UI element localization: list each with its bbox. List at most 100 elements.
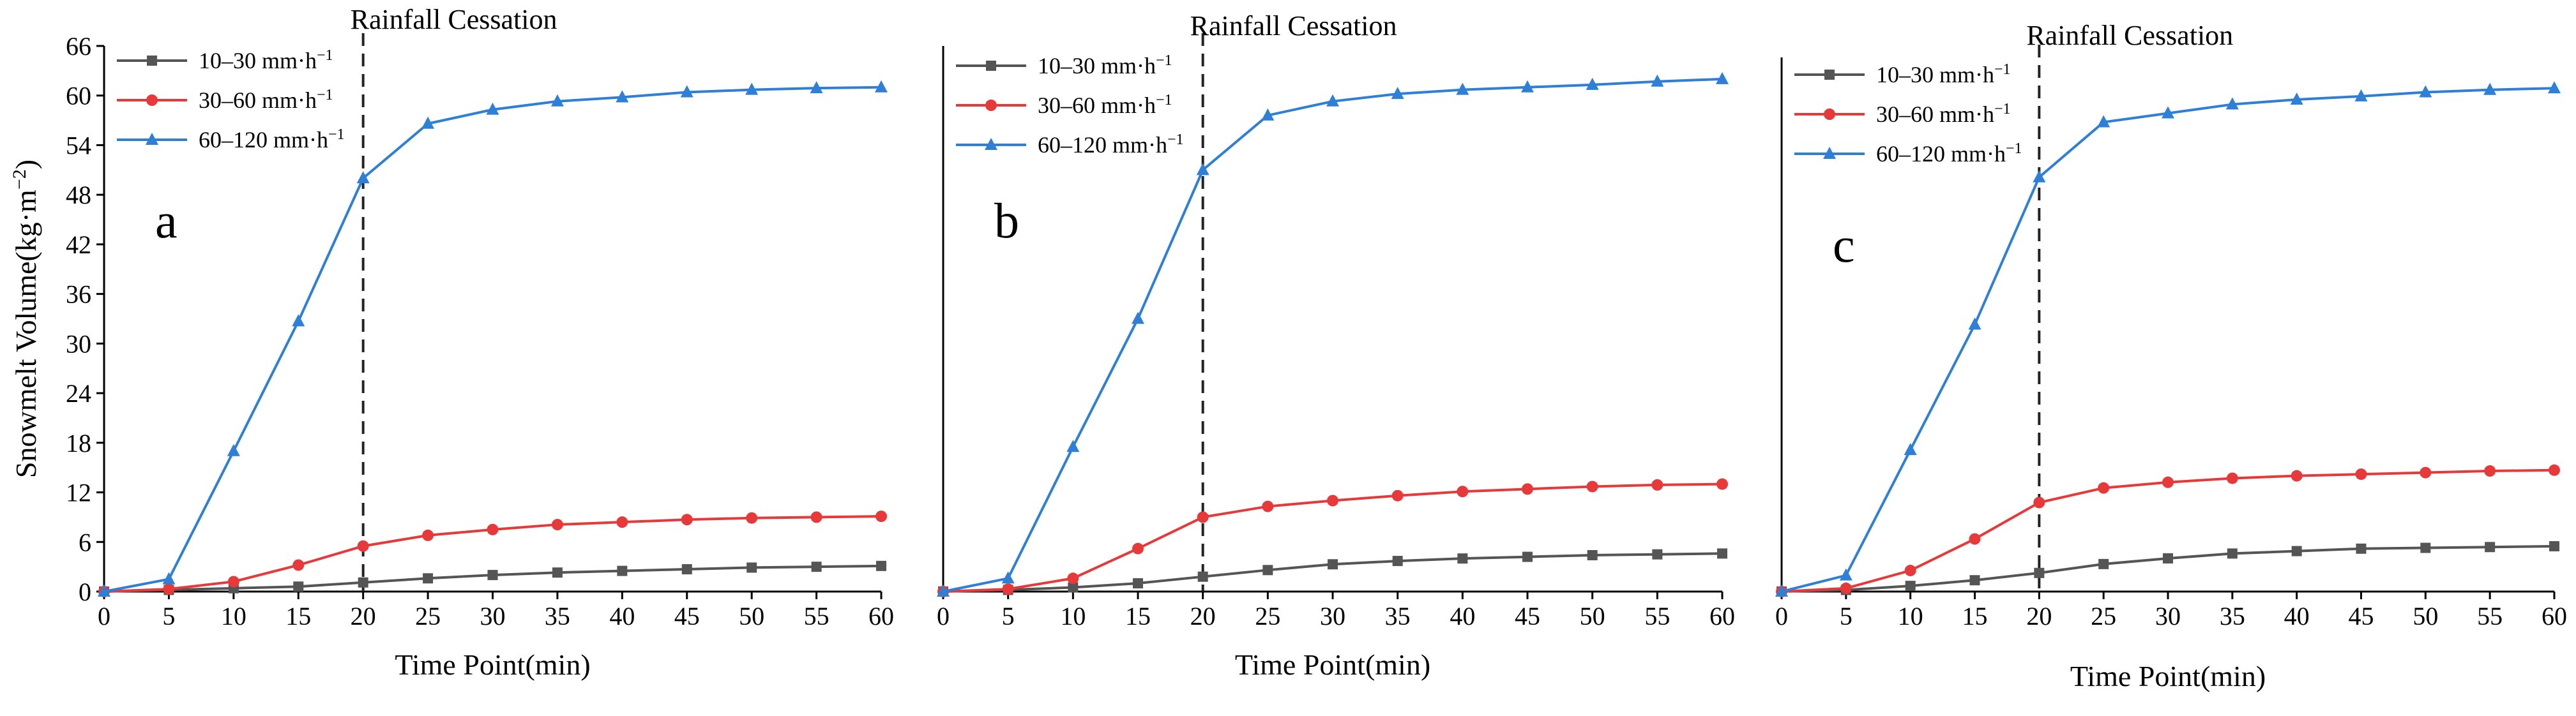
data-point (2354, 89, 2368, 101)
series-3 (98, 80, 888, 597)
legend-entry: 30–60 mm·h−1 (1038, 92, 1172, 118)
data-point (681, 514, 693, 526)
data-point (1328, 559, 1338, 570)
data-point (2291, 546, 2302, 556)
y-tick-label: 24 (66, 379, 91, 408)
data-point (1716, 71, 1729, 84)
chart-panel-c: 0 5 10 15 20 25 30 35 40 45 50 55 60 Time Point(min) R… (1775, 20, 2567, 692)
data-point (2419, 85, 2432, 98)
data-point (1969, 575, 1980, 586)
panel-label: a (155, 193, 178, 248)
x-tick-label: 50 (739, 602, 764, 630)
data-point (98, 585, 110, 597)
legend-marker (1824, 108, 1835, 120)
data-point (2162, 106, 2174, 119)
data-point (1391, 489, 1404, 502)
x-tick-label: 45 (674, 602, 700, 630)
data-point (1457, 553, 1468, 564)
data-point (1197, 511, 1209, 523)
data-point (293, 581, 304, 592)
data-point (2225, 97, 2239, 110)
x-tick-label: 10 (1898, 602, 1923, 630)
data-point (1132, 311, 1144, 324)
y-tick-label: 12 (66, 479, 91, 507)
data-point (1586, 77, 1599, 90)
data-point (811, 562, 822, 572)
data-point (875, 80, 888, 93)
data-point (551, 519, 563, 531)
data-point (1133, 578, 1143, 589)
data-point (875, 511, 887, 523)
x-tick-label: 45 (2349, 602, 2374, 630)
data-point (486, 102, 499, 115)
legend-marker (986, 61, 996, 71)
legend-entry: 10–30 mm·h−1 (1876, 61, 2011, 87)
data-point (2356, 543, 2367, 554)
chart-panel-a: 0 5 10 15 20 25 30 35 40 45 50 55 60 0 6 12 18 24 30 36 42 48… (9, 4, 895, 681)
data-point (358, 577, 368, 588)
data-point (1969, 533, 1981, 545)
x-tick-label: 35 (1385, 602, 1411, 630)
x-axis-title: Time Point(min) (2070, 660, 2266, 692)
data-point (357, 540, 369, 552)
data-point (292, 314, 305, 327)
data-point (1522, 483, 1533, 495)
legend: 10–30 mm·h−1 30–60 mm·h−1 60–120 mm·h−1 (956, 52, 1184, 158)
data-point (1262, 500, 1274, 512)
data-point (1716, 478, 1728, 490)
data-point (1197, 571, 1208, 582)
data-point (1327, 495, 1338, 507)
data-point (1717, 548, 1727, 559)
data-point (810, 81, 823, 94)
data-point (1261, 108, 1275, 121)
x-tick-label: 10 (221, 602, 246, 630)
x-tick-label: 40 (609, 602, 635, 630)
legend: 10–30 mm·h−1 30–60 mm·h−1 60–120 mm·h−1 (117, 47, 345, 153)
y-tick-label: 6 (79, 528, 91, 556)
data-point (227, 444, 240, 456)
x-tick-label: 25 (2091, 602, 2116, 630)
data-point (1132, 542, 1144, 555)
data-point (1001, 571, 1015, 584)
y-tick-label: 36 (66, 280, 91, 309)
data-point (552, 567, 563, 578)
y-tick-label: 42 (66, 230, 91, 259)
data-point (1968, 317, 1981, 330)
x-tick-label: 35 (545, 602, 570, 630)
data-point (1391, 87, 1404, 100)
data-point (2355, 468, 2367, 481)
data-point (2483, 82, 2497, 95)
data-point (422, 529, 434, 541)
data-point (1522, 551, 1533, 562)
rainfall-cessation-label: Rainfall Cessation (1190, 10, 1397, 41)
data-point (1904, 565, 1916, 577)
x-tick-label: 50 (1580, 602, 1605, 630)
data-point (2098, 558, 2109, 569)
y-tick-label: 30 (66, 329, 91, 358)
data-point (1068, 582, 1079, 593)
data-point (2549, 464, 2560, 476)
legend-entry: 60–120 mm·h−1 (1038, 131, 1184, 158)
x-tick-label: 60 (2542, 602, 2567, 630)
x-tick-label: 55 (1644, 602, 1670, 630)
x-tick-label: 55 (804, 602, 830, 630)
y-tick-label: 66 (66, 32, 91, 61)
x-tick-label: 45 (1515, 602, 1540, 630)
data-point (487, 523, 499, 535)
data-point (227, 576, 239, 588)
data-point (680, 85, 693, 98)
series-3 (1775, 81, 2561, 597)
data-point (2162, 476, 2174, 488)
data-point (2291, 470, 2303, 482)
data-point (876, 560, 886, 571)
data-point (2033, 496, 2045, 509)
x-tick-label: 20 (351, 602, 376, 630)
data-point (1392, 556, 1403, 567)
data-point (1652, 549, 1663, 560)
legend-marker (1823, 147, 1836, 159)
rainfall-cessation-label: Rainfall Cessation (2026, 20, 2233, 51)
x-tick-label: 60 (868, 602, 894, 630)
legend-entry: 30–60 mm·h−1 (199, 87, 333, 113)
data-point (2034, 567, 2045, 578)
